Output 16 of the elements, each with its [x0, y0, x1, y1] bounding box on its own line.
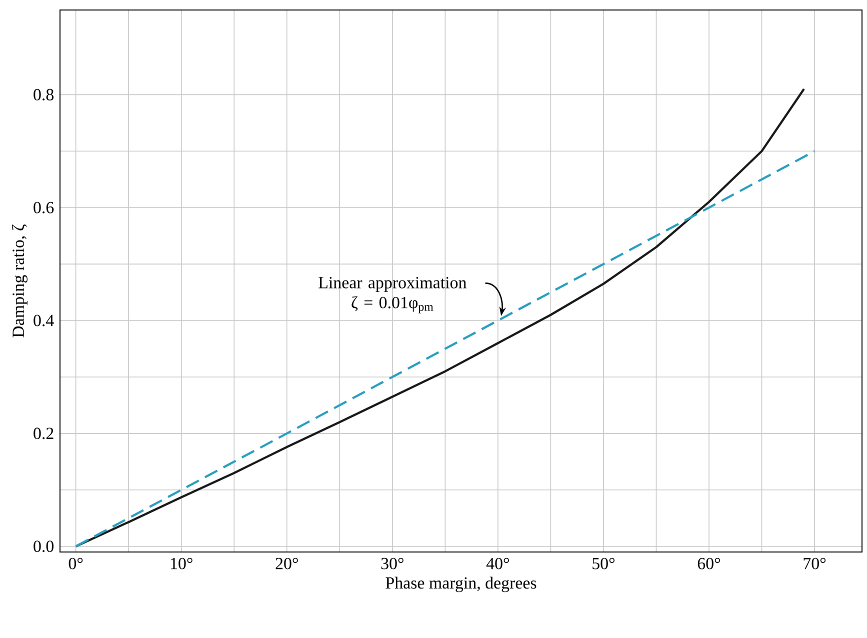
- x-tick-label: 0°: [68, 558, 83, 570]
- annotation: Linear approximation ζ = 0.01φ$_{pm}$: [318, 276, 466, 314]
- y-axis-title: Damping ratio, ζ: [12, 224, 28, 338]
- x-tick-label: 20°: [276, 558, 298, 570]
- y-tick-label: 0.2: [34, 428, 54, 440]
- x-tick-label: 10°: [170, 558, 192, 570]
- x-tick-label: 70°: [804, 558, 826, 570]
- y-tick-label: 0.6: [34, 202, 54, 214]
- x-tick-label: 40°: [486, 558, 509, 570]
- y-tick-label: 0.8: [34, 88, 54, 100]
- y-tick-label: 0.4: [34, 314, 54, 326]
- x-tick-label: 50°: [592, 558, 614, 570]
- x-tick-label: 30°: [381, 558, 404, 570]
- x-axis-title: Phase margin, degrees: [386, 576, 536, 592]
- y-tick-label: 0.0: [34, 540, 54, 552]
- x-tick-label: 60°: [698, 558, 720, 570]
